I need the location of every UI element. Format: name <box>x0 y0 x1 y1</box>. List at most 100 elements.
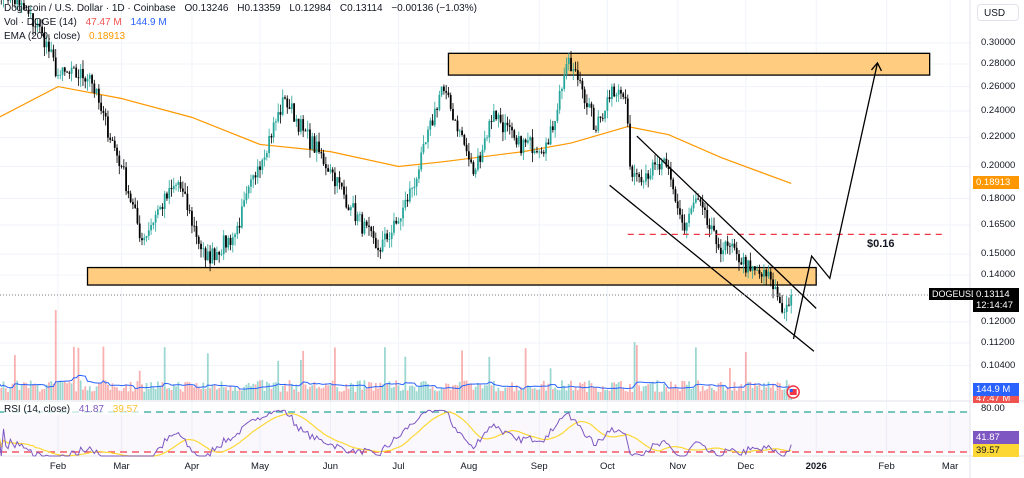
candle <box>701 201 704 208</box>
volume-bar <box>386 383 389 400</box>
volume-bar <box>193 387 196 400</box>
time-tick: 2026 <box>805 461 827 472</box>
price-tick: 0.15000 <box>981 248 1016 260</box>
volume-bar <box>397 385 400 400</box>
volume-bar <box>431 386 434 400</box>
volume-bar <box>354 391 357 400</box>
volume-bar <box>404 356 407 400</box>
candle <box>143 237 146 241</box>
candle <box>334 172 336 187</box>
time-tick: Jul <box>392 461 405 472</box>
candle <box>79 68 82 79</box>
candle <box>474 169 477 175</box>
candle <box>36 23 39 27</box>
candle <box>704 207 706 210</box>
currency-button[interactable]: USD <box>977 4 1019 21</box>
candle <box>549 126 552 145</box>
candle <box>181 188 184 192</box>
volume-bar <box>679 391 681 400</box>
volume-bar <box>772 383 774 400</box>
candle <box>275 121 277 123</box>
volume-bar <box>479 384 482 400</box>
candle <box>579 79 581 81</box>
volume-bar <box>588 380 591 400</box>
volume-bar <box>399 390 402 400</box>
volume-bar <box>102 346 105 400</box>
candle <box>63 67 66 72</box>
volume-bar <box>161 382 164 400</box>
target-price-label[interactable]: $0.16 <box>867 238 895 250</box>
volume-bar <box>36 384 39 400</box>
time-tick: Mar <box>113 461 130 472</box>
volume-bar <box>642 386 645 400</box>
candle <box>424 142 427 145</box>
price-tick: 0.26000 <box>981 80 1016 92</box>
volume-bar <box>513 391 516 400</box>
candle <box>735 247 738 255</box>
candle <box>406 199 409 202</box>
candle <box>13 0 16 5</box>
volume-bar <box>608 390 611 400</box>
volume-bar <box>2 381 5 400</box>
candle <box>238 225 241 228</box>
rsi-label[interactable]: RSI (14, close) <box>4 404 71 415</box>
price-tick: 0.20000 <box>981 160 1016 172</box>
candle <box>760 273 763 277</box>
candle <box>547 142 550 145</box>
volume-bar <box>359 380 361 400</box>
candle <box>86 78 89 82</box>
volume-bar <box>277 360 280 400</box>
candle <box>413 186 416 189</box>
volume-bar <box>520 387 522 400</box>
candle <box>154 214 157 223</box>
volume-bar <box>408 385 411 400</box>
volume-bar <box>474 386 477 400</box>
candle <box>788 304 790 306</box>
candle <box>32 13 34 27</box>
candle <box>388 238 391 240</box>
candle <box>710 225 713 230</box>
volume-label[interactable]: Vol · DOGE (14) <box>4 17 77 28</box>
candle <box>411 188 414 190</box>
volume-bar <box>383 347 386 400</box>
candle <box>715 230 718 245</box>
volume-bar <box>393 386 395 400</box>
volume-ma-tag: 144.9 M <box>973 383 1019 396</box>
volume-bar <box>690 388 693 400</box>
ema-label[interactable]: EMA (200, close) <box>4 31 81 42</box>
symbol-title[interactable]: Dogecoin / U.S. Dollar · 1D · Coinbase <box>4 3 176 14</box>
volume-bar <box>631 391 634 400</box>
volume-bar <box>150 382 152 400</box>
volume-bar <box>309 386 311 400</box>
candle <box>631 166 634 177</box>
volume-bar <box>263 390 266 400</box>
volume-bar <box>179 389 182 400</box>
rsi-legend: RSI (14, close) 41.87 39.57 <box>4 404 144 415</box>
volume-bar <box>16 380 19 400</box>
candle <box>363 221 366 234</box>
candle <box>318 141 320 153</box>
candle <box>708 224 711 230</box>
candle <box>742 257 745 265</box>
candle <box>694 198 697 203</box>
volume-bar <box>649 383 652 400</box>
volume-bar <box>624 391 627 400</box>
volume-bar <box>515 385 518 400</box>
candle <box>620 89 622 94</box>
candle <box>272 122 275 138</box>
candle <box>483 138 486 150</box>
volume-bar <box>531 388 534 400</box>
volume-bar <box>713 389 715 400</box>
volume-bar <box>222 387 225 400</box>
candle <box>202 248 205 250</box>
candle <box>7 0 9 1</box>
rsi-line <box>0 409 792 458</box>
volume-bar <box>463 380 466 400</box>
candle <box>386 233 389 240</box>
volume-bar <box>143 391 146 400</box>
candle <box>324 164 327 169</box>
candle <box>467 151 470 160</box>
volume-bar <box>545 390 547 400</box>
volume-bar <box>529 386 532 400</box>
